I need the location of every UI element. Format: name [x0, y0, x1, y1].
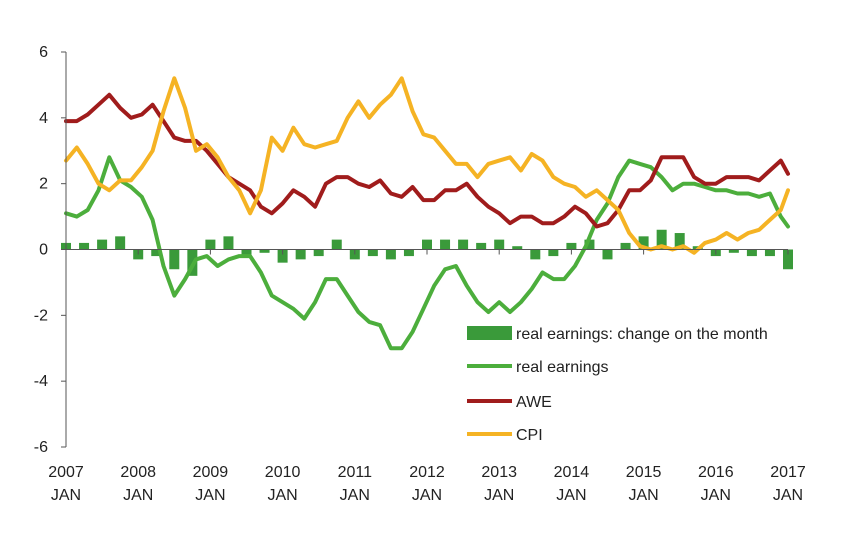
- bar-real-earnings-change: [169, 249, 180, 270]
- bar-real-earnings-change: [764, 249, 775, 257]
- x-tick-month-label: JAN: [412, 487, 442, 504]
- bar-real-earnings-change: [115, 236, 126, 250]
- bar-real-earnings-change: [422, 239, 432, 250]
- y-tick-label: 2: [39, 176, 48, 193]
- bar-real-earnings-change: [295, 249, 306, 260]
- bar-real-earnings-change: [79, 242, 90, 250]
- y-tick-label: 4: [39, 110, 48, 127]
- bar-real-earnings-change: [728, 249, 739, 253]
- x-tick-year-label: 2009: [193, 464, 229, 481]
- x-tick-year-label: 2011: [338, 464, 373, 481]
- bar-real-earnings-change: [566, 242, 577, 250]
- y-tick-label: -2: [34, 307, 48, 324]
- bar-real-earnings-change: [746, 249, 757, 257]
- x-tick-year-label: 2015: [626, 464, 662, 481]
- y-tick-label: -4: [34, 373, 48, 390]
- series-line-real-earnings: [64, 155, 790, 351]
- x-tick-year-label: 2007: [48, 464, 84, 481]
- bar-real-earnings-change: [440, 239, 451, 250]
- bar-real-earnings-change: [259, 249, 270, 253]
- bar-real-earnings-change: [403, 249, 414, 257]
- bar-real-earnings-change: [367, 249, 378, 257]
- bar-real-earnings-change: [151, 249, 162, 257]
- x-tick-year-label: 2014: [554, 464, 590, 481]
- x-tick-month-label: JAN: [628, 487, 658, 504]
- x-tick-month-label: JAN: [267, 487, 297, 504]
- x-tick-month-label: JAN: [556, 487, 586, 504]
- x-tick-month-label: JAN: [773, 487, 803, 504]
- x-tick-year-label: 2013: [481, 464, 517, 481]
- x-tick-year-label: 2017: [770, 464, 806, 481]
- bar-real-earnings-change: [277, 249, 288, 263]
- x-tick-month-label: JAN: [123, 487, 153, 504]
- x-tick-year-label: 2012: [409, 464, 445, 481]
- x-tick-year-label: 2008: [120, 464, 156, 481]
- y-tick-labels: 6 4 2 0 -2 -4 -6: [34, 44, 66, 456]
- bar-real-earnings-change: [620, 242, 631, 250]
- y-tick-label: -6: [34, 439, 48, 456]
- y-tick-label: 0: [39, 242, 48, 259]
- x-tick-year-label: 2016: [698, 464, 734, 481]
- series-line-awe: [64, 92, 790, 229]
- legend-label: AWE: [516, 394, 552, 411]
- x-tick-month-label: JAN: [701, 487, 731, 504]
- x-tick-month-label: JAN: [195, 487, 225, 504]
- bar-real-earnings-change: [674, 233, 685, 250]
- bar-real-earnings-change: [385, 249, 396, 260]
- bar-real-earnings-change: [313, 249, 324, 257]
- x-tick-year-label: 2010: [265, 464, 301, 481]
- bar-real-earnings-change: [494, 239, 505, 250]
- bar-real-earnings-change: [97, 239, 108, 250]
- bar-real-earnings-change: [331, 239, 342, 250]
- bar-real-earnings-change: [223, 236, 234, 250]
- x-tick-month-label: JAN: [51, 487, 81, 504]
- x-tick-labels: 2007 JAN 2008 JAN 2009 JAN 2010 JAN 2011 JAN 2012 J…: [48, 249, 806, 504]
- legend: real earnings: change on the month real e…: [467, 326, 768, 444]
- legend-label: CPI: [516, 427, 543, 444]
- bar-real-earnings-change: [548, 249, 559, 257]
- bar-real-earnings-change: [241, 249, 252, 257]
- bar-real-earnings-change: [638, 236, 649, 250]
- x-tick-month-label: JAN: [484, 487, 514, 504]
- legend-swatch-real-earnings-change: [467, 326, 512, 340]
- y-tick-label: 6: [39, 44, 48, 61]
- bar-real-earnings-change: [458, 239, 469, 250]
- bar-real-earnings-change: [512, 246, 523, 250]
- x-tick-month-label: JAN: [340, 487, 370, 504]
- bar-real-earnings-change: [602, 249, 613, 260]
- bar-real-earnings-change: [656, 229, 667, 250]
- legend-label: real earnings: change on the month: [516, 326, 768, 343]
- series-line-cpi: [64, 76, 790, 255]
- bar-real-earnings-change: [476, 242, 487, 250]
- bar-real-earnings-change: [783, 249, 793, 270]
- bar-real-earnings-change: [584, 239, 595, 250]
- lines-layer: [64, 76, 790, 351]
- bar-real-earnings-change: [530, 249, 541, 260]
- bar-real-earnings-change: [205, 239, 216, 250]
- legend-label: real earnings: [516, 359, 609, 376]
